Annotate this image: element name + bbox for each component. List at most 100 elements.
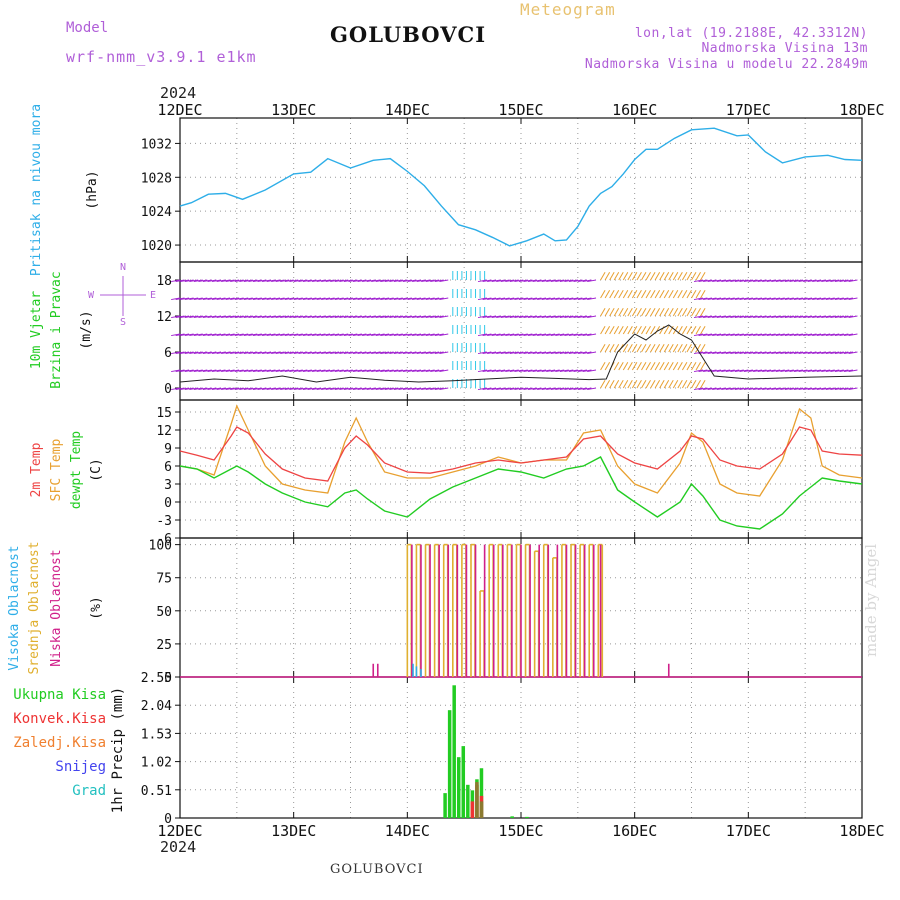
wind-barb	[613, 379, 620, 389]
wind-barb	[366, 387, 376, 391]
wind-barb	[505, 315, 515, 319]
wind-barb	[496, 333, 506, 337]
wind-barb	[816, 315, 826, 319]
wind-barb	[659, 343, 665, 353]
wind-barb	[496, 351, 506, 355]
wind-barb	[780, 315, 790, 319]
wind-barb	[743, 333, 753, 337]
wind-barb	[766, 297, 776, 301]
wind-barb	[362, 279, 372, 283]
wind-barb	[659, 271, 665, 281]
wind-barb	[798, 297, 808, 301]
x-tick-label-top: 18DEC	[839, 101, 884, 119]
wind-barb	[645, 361, 651, 371]
wind-barb	[477, 351, 487, 355]
wind-barb	[527, 279, 538, 283]
altitude-label: Nadmorska Visina 13m	[701, 41, 868, 56]
wind-barb	[425, 369, 435, 373]
wind-barb	[389, 333, 399, 337]
wind-barb	[716, 297, 726, 301]
wind-barb	[681, 289, 688, 299]
wind-barb	[380, 369, 390, 373]
wind-barb	[663, 379, 670, 389]
wind-barb	[252, 333, 262, 337]
wind-barb	[559, 351, 569, 355]
wind-barb	[816, 279, 826, 283]
wind-barb	[334, 279, 344, 283]
wind-barb	[730, 315, 740, 319]
wind-barb	[425, 333, 435, 337]
wind-barb	[803, 369, 813, 373]
wind-barb	[641, 307, 647, 317]
wind-barb	[703, 297, 713, 301]
wind-barb	[362, 315, 372, 319]
wind-barb	[248, 315, 258, 319]
wind-barb	[834, 351, 844, 355]
wind-barb	[375, 297, 385, 301]
x-tick-label-bottom: 12DEC	[157, 822, 202, 840]
wind-barb	[613, 289, 620, 299]
wind-barb	[631, 343, 638, 353]
wind-barb	[537, 279, 547, 283]
x-tick-label-bottom: 14DEC	[385, 822, 430, 840]
wind-barb	[261, 279, 272, 283]
wind-barb	[189, 351, 199, 355]
wind-barb	[766, 351, 776, 355]
wind-barb	[672, 289, 679, 299]
wind-barb	[482, 297, 492, 301]
wind-barb	[330, 369, 340, 373]
wind-barb	[180, 297, 190, 301]
wind-barb	[541, 387, 551, 391]
wind-barb	[257, 387, 267, 391]
wind-barb	[280, 387, 290, 391]
wind-barb	[707, 315, 717, 319]
wind-barb	[668, 289, 674, 299]
wind-barb	[257, 315, 267, 319]
wind-barb	[631, 379, 638, 389]
wind-barb	[198, 315, 208, 319]
wind-barb	[734, 387, 744, 391]
wind-barb	[757, 333, 767, 337]
wind-barb	[825, 369, 835, 373]
wind-barb	[416, 333, 426, 337]
wind-barb	[339, 369, 349, 373]
wind-barb	[407, 369, 417, 373]
wind-barb	[604, 289, 611, 299]
wind-barb	[771, 387, 781, 391]
wind-barb	[757, 315, 767, 319]
wind-barb	[316, 279, 326, 283]
wind-barb	[771, 369, 781, 373]
wind-barb	[518, 369, 528, 373]
wind-barb	[307, 369, 317, 373]
wind-barb	[725, 315, 735, 319]
wind-barb	[175, 279, 185, 283]
wind-barb	[189, 297, 199, 301]
wind-barb	[748, 387, 758, 391]
wind-barb	[668, 271, 674, 281]
wind-barb	[663, 361, 670, 371]
wind-barb	[189, 315, 199, 319]
wind-barb	[366, 351, 376, 355]
wind-barb	[523, 297, 533, 301]
wind-barb	[221, 297, 231, 301]
wind-barb	[721, 279, 731, 283]
wind-barb	[216, 333, 226, 337]
wind-barb	[600, 307, 606, 317]
wind-barb	[487, 351, 497, 355]
wind-barb	[812, 297, 822, 301]
wind-barb	[280, 369, 290, 373]
wind-barb	[663, 343, 670, 353]
wind-barb	[266, 333, 276, 337]
wind-barb	[207, 387, 217, 391]
model-altitude-label: Nadmorska Visina u modelu 22.2849m	[584, 57, 868, 72]
wind-barb	[672, 307, 679, 317]
wind-barb	[725, 297, 735, 301]
wind-barb	[439, 333, 449, 337]
wind-barb	[659, 379, 665, 389]
wind-barb	[816, 387, 826, 391]
wind-barb	[716, 333, 726, 337]
wind-barb	[587, 315, 597, 319]
wind-barb	[202, 297, 212, 301]
wind-barb	[618, 271, 624, 281]
wind-barb	[193, 351, 203, 355]
